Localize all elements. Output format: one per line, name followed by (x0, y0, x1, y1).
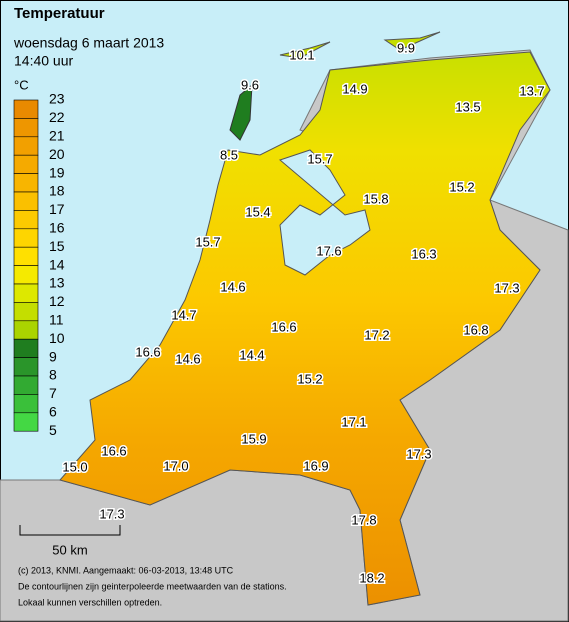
station-value: 16.8 (463, 322, 488, 337)
title: Temperatuur (14, 5, 105, 22)
station-value: 14.9 (342, 81, 367, 96)
legend-label: 21 (49, 128, 65, 144)
legend-label: 19 (49, 164, 65, 180)
legend-cell (13, 375, 39, 395)
legend-cell (13, 118, 39, 138)
station-value: 17.2 (364, 327, 389, 342)
legend-label: 20 (49, 146, 65, 162)
station-value: 15.4 (245, 204, 270, 219)
legend-cell (13, 412, 39, 432)
legend-label: 14 (49, 256, 65, 272)
legend-label: 18 (49, 183, 65, 199)
station-value: 18.2 (359, 570, 384, 585)
legend-cell (13, 302, 39, 322)
subtitle: woensdag 6 maart 2013 (13, 35, 164, 51)
station-value: 9.6 (241, 77, 259, 92)
legend-label: 16 (49, 220, 65, 236)
station-value: 14.6 (220, 279, 245, 294)
legend-cell (13, 246, 39, 266)
legend-label: 12 (49, 293, 65, 309)
legend-cell (13, 338, 39, 358)
station-value: 16.9 (303, 458, 328, 473)
station-value: 15.7 (307, 151, 332, 166)
station-value: 15.2 (449, 179, 474, 194)
legend-label: 17 (49, 201, 65, 217)
footer: (c) 2013, KNMI. Aangemaakt: 06-03-2013, … (18, 565, 234, 575)
legend-cell (13, 283, 39, 303)
time: 14:40 uur (14, 53, 73, 69)
station-value: 17.1 (341, 414, 366, 429)
station-value: 9.9 (397, 40, 415, 55)
island (229, 83, 253, 141)
station-value: 17.6 (316, 243, 341, 258)
station-value: 13.5 (455, 99, 480, 114)
station-value: 17.8 (351, 512, 376, 527)
station-value: 15.2 (297, 371, 322, 386)
station-value: 15.0 (62, 459, 87, 474)
legend-cell (13, 173, 39, 193)
legend-cell (13, 394, 39, 414)
station-value: 14.6 (175, 351, 200, 366)
legend-label: 11 (49, 312, 64, 328)
legend-label: 13 (49, 275, 65, 291)
legend: 23 22 21 20 19 18 17 16 15 14 13 12 11 10 9 8 7 6 5 (13, 91, 65, 438)
legend-cell (13, 99, 39, 119)
footer: De contourlijnen zijn geinterpoleerde me… (18, 581, 287, 591)
legend-label: 10 (49, 330, 65, 346)
station-value: 13.7 (519, 83, 544, 98)
scale-label: 50 km (52, 542, 87, 557)
legend-label: 9 (49, 348, 57, 364)
station-value: 15.7 (195, 234, 220, 249)
legend-cell (13, 228, 39, 248)
station-value: 16.6 (271, 319, 296, 334)
station-value: 8.5 (220, 147, 238, 162)
legend-label: 8 (49, 367, 57, 383)
legend-label: 23 (49, 91, 65, 107)
legend-label: 5 (49, 422, 57, 438)
legend-cell (13, 191, 39, 211)
station-value: 17.3 (494, 280, 519, 295)
netherlands (59, 51, 551, 606)
islands (279, 31, 441, 59)
station-value: 10.1 (289, 47, 314, 62)
scale-bar (19, 525, 121, 536)
legend-cell (13, 154, 39, 174)
legend-label: 6 (49, 404, 57, 420)
legend-cell (13, 320, 39, 340)
station-value: 14.7 (171, 307, 196, 322)
station-value: 17.0 (163, 458, 188, 473)
station-value: 16.3 (411, 246, 436, 261)
legend-cell (13, 136, 39, 156)
station-value: 17.3 (406, 446, 431, 461)
unit: °C (14, 77, 29, 92)
legend-cell (13, 357, 39, 377)
legend-label: 7 (49, 385, 57, 401)
station-value: 14.4 (239, 347, 264, 362)
legend-label: 22 (49, 109, 65, 125)
legend-label: 15 (49, 238, 65, 254)
station-value: 15.8 (363, 191, 388, 206)
footer: Lokaal kunnen verschillen optreden. (18, 597, 162, 607)
legend-cell (13, 210, 39, 230)
station-value: 16.6 (135, 344, 160, 359)
station-value: 17.3 (99, 506, 124, 521)
station-value: 15.9 (241, 431, 266, 446)
station-value: 16.6 (101, 443, 126, 458)
ijsselmeer (278, 149, 371, 276)
legend-cell (13, 265, 39, 285)
